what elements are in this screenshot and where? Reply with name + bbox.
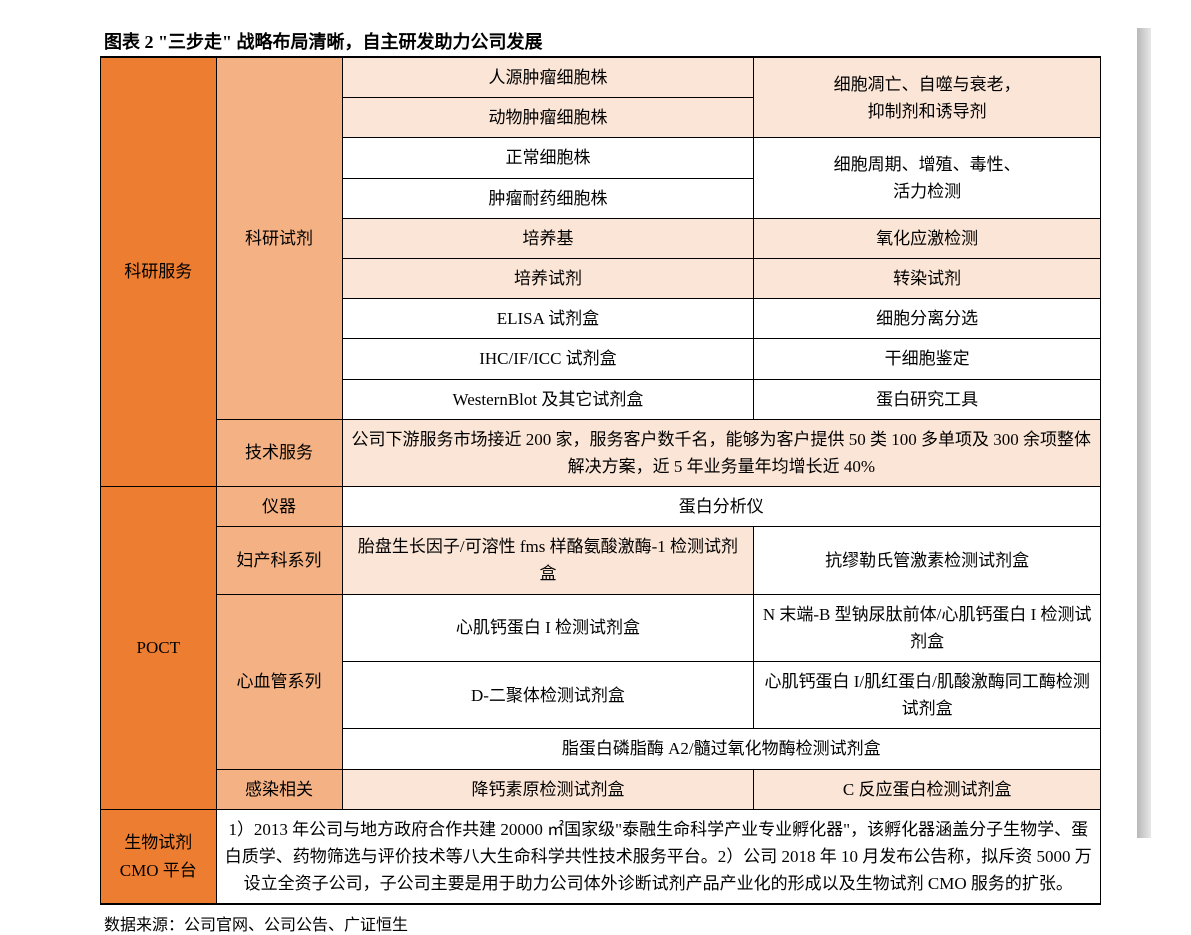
cat1-poct: POCT [101, 487, 217, 810]
cat2-gyn: 妇产科系列 [216, 527, 342, 594]
text: 生物试剂 [124, 833, 192, 852]
gyn-right: 抗缪勒氏管激素检测试剂盒 [754, 527, 1101, 594]
cat2-instrument: 仪器 [216, 487, 342, 527]
cardio-r2-right: 心肌钙蛋白 I/肌红蛋白/肌酸激酶同工酶检测试剂盒 [754, 662, 1101, 729]
main-table: 科研服务 科研试剂 人源肿瘤细胞株 细胞凋亡、自噬与衰老， 抑制剂和诱导剂 动物… [100, 56, 1101, 905]
cell-left: 人源肿瘤细胞株 [342, 57, 754, 98]
cat2-research-reagent: 科研试剂 [216, 57, 342, 419]
cell-right-merged-1: 细胞周期、增殖、毒性、 活力检测 [754, 138, 1101, 218]
text: 抑制剂和诱导剂 [868, 102, 987, 121]
cardio-r3: 脂蛋白磷脂酶 A2/髓过氧化物酶检测试剂盒 [342, 729, 1100, 769]
cat2-tech-service: 技术服务 [216, 419, 342, 486]
cell-right-merged-0: 细胞凋亡、自噬与衰老， 抑制剂和诱导剂 [754, 57, 1101, 138]
right-shadow [1137, 28, 1151, 838]
cell-right: 氧化应激检测 [754, 218, 1101, 258]
cmo-text: 1）2013 年公司与地方政府合作共建 20000 ㎡国家级"泰融生命科学产业专… [216, 809, 1100, 904]
tech-service-text: 公司下游服务市场接近 200 家，服务客户数千名，能够为客户提供 50 类 10… [342, 419, 1100, 486]
cell-right: 蛋白研究工具 [754, 379, 1101, 419]
gyn-left: 胎盘生长因子/可溶性 fms 样酪氨酸激酶-1 检测试剂盒 [342, 527, 754, 594]
cell-right: 转染试剂 [754, 258, 1101, 298]
cardio-r1-left: 心肌钙蛋白 I 检测试剂盒 [342, 594, 754, 661]
cardio-r1-right: N 末端-B 型钠尿肽前体/心肌钙蛋白 I 检测试剂盒 [754, 594, 1101, 661]
cell-left: 培养基 [342, 218, 754, 258]
cell-left: ELISA 试剂盒 [342, 299, 754, 339]
cell-left: 正常细胞株 [342, 138, 754, 178]
cat1-cmo: 生物试剂 CMO 平台 [101, 809, 217, 904]
cell-right: 干细胞鉴定 [754, 339, 1101, 379]
infect-left: 降钙素原检测试剂盒 [342, 769, 754, 809]
data-source: 数据来源：公司官网、公司公告、广证恒生 [100, 911, 1101, 935]
text: CMO 平台 [120, 861, 197, 880]
cell-left: IHC/IF/ICC 试剂盒 [342, 339, 754, 379]
cat2-cardio: 心血管系列 [216, 594, 342, 769]
cell-left: 动物肿瘤细胞株 [342, 98, 754, 138]
chart-title: 图表 2 "三步走" 战略布局清晰，自主研发助力公司发展 [100, 28, 1101, 54]
cell-left: 培养试剂 [342, 258, 754, 298]
text: 活力检测 [893, 182, 961, 201]
cardio-r2-left: D-二聚体检测试剂盒 [342, 662, 754, 729]
cat1-research: 科研服务 [101, 57, 217, 487]
poct-instrument: 蛋白分析仪 [342, 487, 1100, 527]
cat2-infect: 感染相关 [216, 769, 342, 809]
cell-left: 肿瘤耐药细胞株 [342, 178, 754, 218]
text: 细胞凋亡、自噬与衰老， [834, 75, 1021, 94]
infect-right: C 反应蛋白检测试剂盒 [754, 769, 1101, 809]
cell-left: WesternBlot 及其它试剂盒 [342, 379, 754, 419]
text: 细胞周期、增殖、毒性、 [834, 155, 1021, 174]
cell-right: 细胞分离分选 [754, 299, 1101, 339]
